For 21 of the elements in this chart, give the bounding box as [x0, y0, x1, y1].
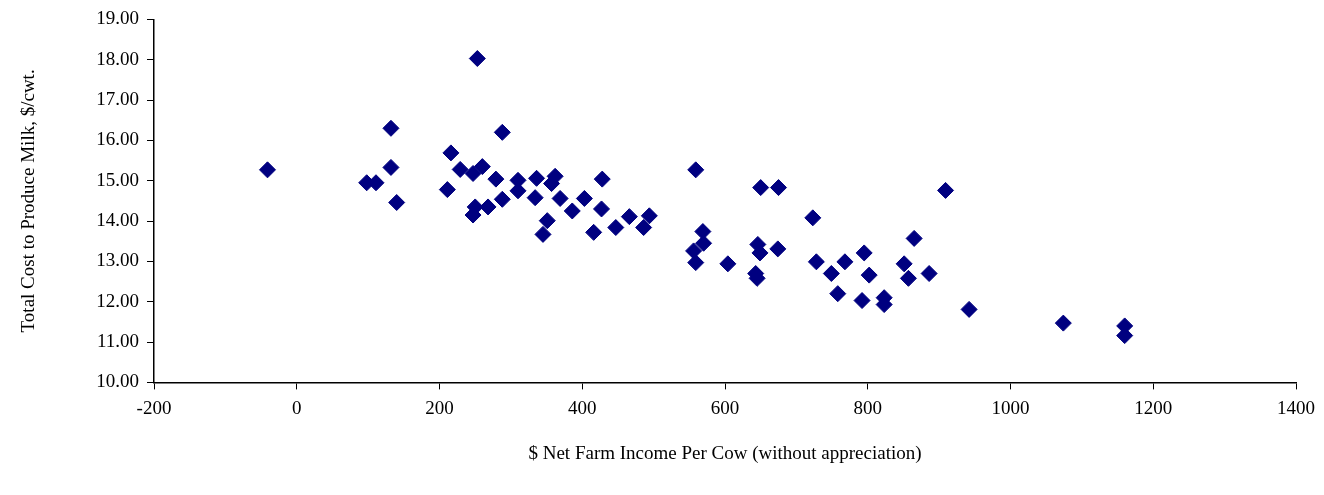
y-tick-label: 16.00 [96, 128, 139, 150]
x-tick-label: 400 [568, 396, 597, 418]
x-tick-label: 1200 [1134, 396, 1173, 418]
y-axis-title: Total Cost to Produce Milk, $/cwt. [17, 69, 39, 333]
y-tick-label: 11.00 [96, 330, 139, 352]
x-tick-label: -200 [136, 396, 172, 418]
y-tick-label: 10.00 [96, 370, 139, 392]
x-axis-title: $ Net Farm Income Per Cow (without appreciation) [528, 441, 922, 464]
y-tick-label: 17.00 [96, 88, 139, 110]
y-tick-label: 14.00 [96, 209, 139, 231]
y-tick-label: 19.00 [96, 7, 139, 29]
x-tick-label: 0 [292, 396, 302, 418]
y-tick-label: 12.00 [96, 289, 139, 311]
x-tick-label: 600 [710, 396, 740, 418]
y-tick-label: 13.00 [96, 249, 139, 271]
y-tick-label: 18.00 [96, 47, 139, 69]
x-tick-label: 1400 [1277, 396, 1315, 418]
x-tick-label: 1000 [991, 396, 1030, 418]
x-tick-label: 800 [853, 396, 882, 418]
y-tick-label: 15.00 [96, 168, 139, 190]
x-tick-label: 200 [425, 396, 454, 418]
